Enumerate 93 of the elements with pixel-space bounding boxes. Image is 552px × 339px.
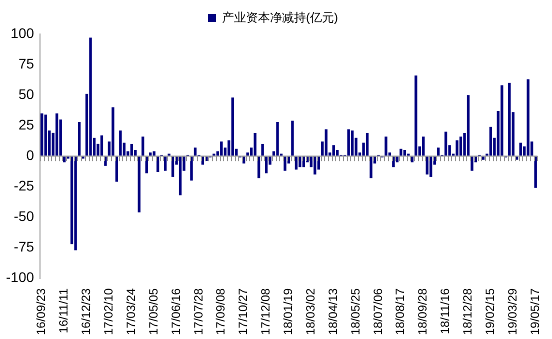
bar (384, 136, 388, 156)
bar (284, 156, 286, 171)
bar (171, 156, 174, 177)
bar (276, 122, 279, 156)
y-tick-label: -50 (14, 208, 34, 224)
bar (526, 79, 530, 156)
bar (519, 142, 522, 156)
bar (466, 95, 470, 156)
bar (508, 82, 511, 156)
bar (324, 129, 328, 156)
bar (291, 120, 294, 156)
bar (178, 156, 182, 196)
y-tick-label: 0 (26, 147, 34, 164)
bar (410, 156, 414, 162)
x-tick-label: 16/11/11 (56, 288, 71, 334)
y-tick-label: -75 (14, 238, 34, 255)
x-tick-label: 16/12/23 (79, 288, 94, 336)
bar (314, 156, 316, 174)
bar (459, 136, 462, 156)
bar (534, 156, 537, 188)
x-tick-label: 17/07/28 (191, 288, 206, 336)
bar (220, 141, 223, 156)
bar (430, 156, 432, 177)
bar (264, 156, 268, 174)
bar (261, 144, 264, 156)
bar (164, 156, 167, 171)
bar (138, 156, 140, 212)
bar (370, 156, 372, 178)
bar (332, 145, 335, 156)
bar (347, 129, 350, 156)
x-tick-label: 18/11/16 (438, 288, 452, 334)
x-tick-label: 18/01/19 (281, 288, 296, 336)
x-tick-label: 17/02/10 (102, 288, 116, 336)
legend-label: 产业资本净减持(亿元) (222, 10, 338, 24)
x-tick-label: 19/03/29 (505, 288, 520, 336)
bar (500, 85, 504, 156)
bar (294, 156, 298, 170)
bar (119, 130, 122, 156)
bar (104, 156, 107, 166)
y-tick-label: 25 (18, 116, 34, 132)
x-tick-label: 18/04/13 (326, 288, 340, 336)
y-tick-label: -100 (6, 269, 34, 286)
bar (194, 148, 197, 156)
x-tick-label: 16/09/23 (34, 288, 48, 336)
bar (89, 38, 92, 156)
bar (44, 114, 47, 156)
bar (56, 113, 58, 156)
bar (115, 156, 118, 182)
bar (482, 156, 485, 160)
y-tick-label: 75 (18, 55, 34, 72)
x-tick-label: 19/05/17 (528, 288, 542, 336)
x-tick-label: 18/03/02 (303, 288, 318, 336)
x-tick-label: 18/08/17 (393, 288, 408, 336)
x-tick-label: 17/03/24 (124, 288, 138, 336)
x-tick-label: 17/09/08 (214, 288, 228, 336)
bar (78, 122, 81, 156)
bar (74, 156, 77, 250)
x-tick-label: 18/12/28 (460, 288, 475, 336)
bar (62, 156, 66, 162)
x-tick-label: 18/07/06 (370, 288, 385, 336)
x-tick-label: 17/06/16 (168, 288, 183, 336)
bar (152, 151, 156, 156)
bar (436, 148, 440, 156)
x-tick-label: 17/10/27 (236, 288, 250, 336)
x-tick-label: 18/05/25 (348, 288, 362, 336)
x-tick-label: 17/12/08 (258, 288, 273, 336)
bar (190, 156, 193, 181)
bar (231, 98, 234, 156)
bar (366, 132, 369, 156)
bar (456, 140, 458, 156)
bar (130, 144, 133, 156)
bar (112, 107, 114, 156)
y-tick-label: 100 (10, 24, 34, 41)
bar (444, 132, 448, 156)
y-tick-label: -25 (14, 178, 34, 194)
x-tick-label: 17/05/05 (146, 288, 160, 336)
bar (142, 136, 144, 156)
bar (426, 156, 428, 174)
x-tick-label: 18/09/28 (416, 288, 430, 336)
bar (350, 130, 354, 156)
bar (489, 126, 492, 156)
bar (40, 113, 44, 156)
bar (403, 150, 406, 156)
bar (470, 156, 474, 171)
bar (100, 135, 104, 156)
bar (392, 156, 395, 168)
y-tick-label: 50 (18, 86, 34, 102)
x-tick-label: 19/02/15 (483, 288, 498, 336)
bar (414, 76, 418, 156)
bar (422, 136, 425, 156)
bar (298, 156, 302, 168)
bar (400, 148, 402, 156)
bar (254, 132, 256, 156)
